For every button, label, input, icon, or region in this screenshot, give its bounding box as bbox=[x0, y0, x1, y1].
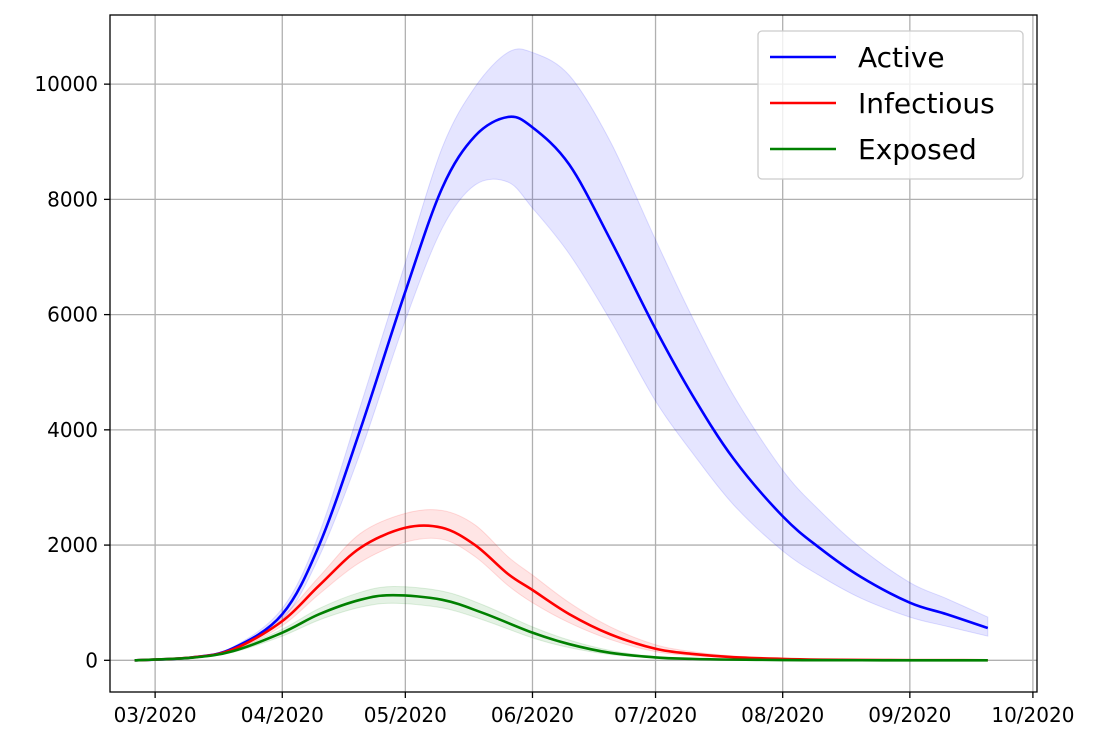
y-tick-label: 4000 bbox=[47, 418, 98, 442]
legend: Active Infectious Exposed bbox=[757, 30, 1024, 180]
y-tick-label: 0 bbox=[85, 648, 98, 672]
x-tick-label: 03/2020 bbox=[114, 703, 197, 727]
x-tick-label: 05/2020 bbox=[364, 703, 447, 727]
x-tick-label: 10/2020 bbox=[991, 703, 1074, 727]
y-tick-label: 8000 bbox=[47, 187, 98, 211]
x-tick-label: 09/2020 bbox=[868, 703, 951, 727]
plot-frame bbox=[109, 14, 1038, 693]
x-tick-label: 07/2020 bbox=[614, 703, 697, 727]
y-tick-label: 2000 bbox=[47, 533, 98, 557]
legend-label-infectious: Infectious bbox=[858, 87, 995, 120]
legend-box bbox=[757, 30, 1024, 180]
legend-label-active: Active bbox=[858, 41, 945, 74]
axis-ticks: 03/2020 04/2020 05/2020 06/2020 07/2020 08/20… bbox=[34, 72, 1074, 727]
x-tick-label: 06/2020 bbox=[491, 703, 574, 727]
y-tick-label: 6000 bbox=[47, 303, 98, 327]
series-lines bbox=[134, 115, 989, 662]
y-tick-label: 10000 bbox=[34, 72, 98, 96]
legend-label-exposed: Exposed bbox=[858, 133, 977, 166]
x-tick-label: 04/2020 bbox=[241, 703, 324, 727]
x-tick-label: 08/2020 bbox=[741, 703, 824, 727]
band-exposed bbox=[134, 586, 988, 661]
line-exposed bbox=[134, 593, 988, 662]
grid bbox=[110, 15, 1037, 692]
line-active bbox=[134, 115, 989, 662]
